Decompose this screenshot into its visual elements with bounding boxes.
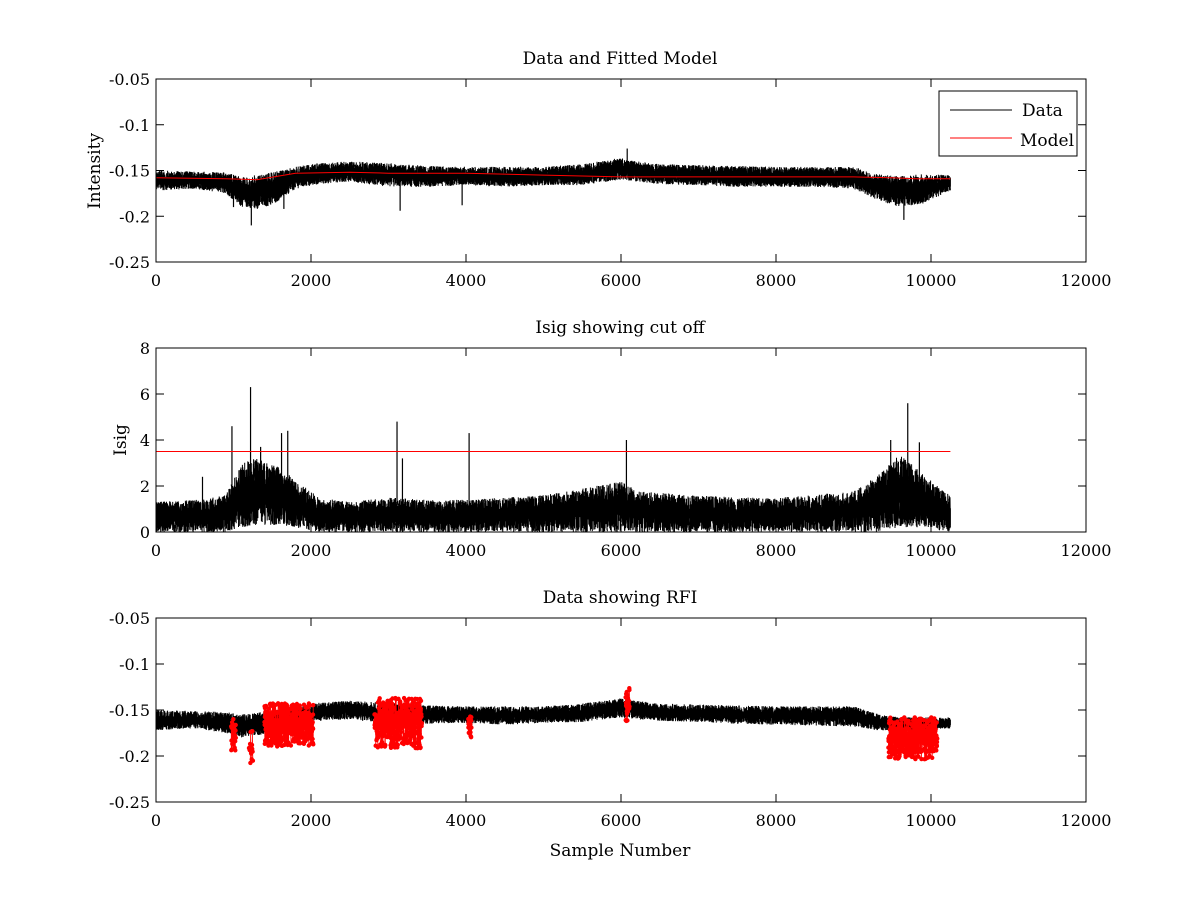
x-tick-label: 8000 [756,811,797,830]
chart-title: Data and Fitted Model [523,49,718,69]
panel-data-and-model: Data and Fitted Model 0 2000 4000 6000 8000 1… [85,49,1111,290]
x-tick-label: 4000 [446,271,487,290]
legend-entry-model: Model [1020,131,1074,151]
y-tick-label: -0.2 [119,207,150,226]
y-tick-label: -0.1 [119,116,150,135]
x-tick-label: 2000 [291,541,332,560]
x-tick-label: 0 [151,271,161,290]
chart-title: Isig showing cut off [535,318,706,338]
x-tick-label: 2000 [291,811,332,830]
model-line [156,171,951,181]
data-trace [156,456,951,532]
y-tick-label: 4 [140,431,150,450]
x-tick-label: 4000 [446,811,487,830]
y-tick-label: 2 [140,477,150,496]
y-tick-label: -0.05 [109,609,150,628]
y-tick-label: -0.05 [109,70,150,89]
y-tick-label: 6 [140,385,150,404]
legend-box [938,90,1078,157]
x-tick-label: 12000 [1061,271,1112,290]
legend-entry-data: Data [1022,101,1063,121]
x-tick-label: 12000 [1061,811,1112,830]
plot-area: 0 2000 4000 6000 8000 10000 12000 -0.25 -0.2 -0.1… [109,70,1111,290]
x-tick-label: 10000 [906,811,957,830]
x-tick-label: 10000 [906,541,957,560]
rfi-cluster [262,701,316,749]
rfi-cluster [246,729,256,766]
x-tick-label: 8000 [756,271,797,290]
x-axis-label: Sample Number [550,841,692,861]
x-tick-label: 0 [151,811,161,830]
rfi-cluster [229,717,239,753]
x-tick-label: 12000 [1061,541,1112,560]
rfi-cluster [372,695,424,751]
x-tick-label: 8000 [756,541,797,560]
plot-area: 0 2000 4000 6000 8000 10000 12000 -0.25 -0.2 -0.1… [109,609,1111,830]
legend: Data Model [938,90,1078,157]
x-tick-label: 4000 [446,541,487,560]
x-tick-label: 10000 [906,271,957,290]
plot-area: 0 2000 4000 6000 8000 10000 12000 0 2 4 6 8 [140,339,1112,560]
panel-isig: Isig showing cut off 0 2000 4000 6000 8000 10… [111,318,1111,560]
y-tick-label: -0.2 [119,747,150,766]
y-tick-label: -0.15 [109,162,150,181]
data-trace [156,158,951,209]
y-tick-label: 0 [140,523,150,542]
rfi-cluster [886,715,940,762]
y-axis-label: Isig [111,424,131,456]
chart-title: Data showing RFI [543,588,698,608]
x-tick-label: 6000 [601,271,642,290]
x-tick-label: 6000 [601,811,642,830]
y-tick-label: 8 [140,339,150,358]
rfi-cluster [623,686,632,724]
panel-rfi: Data showing RFI 0 2000 4000 6000 8000 10000 1… [109,588,1111,861]
y-tick-label: -0.25 [109,253,150,272]
x-tick-label: 0 [151,541,161,560]
x-tick-label: 6000 [601,541,642,560]
x-tick-label: 2000 [291,271,332,290]
y-axis-label: Intensity [85,133,105,209]
y-tick-label: -0.25 [109,793,150,812]
rfi-cluster [466,714,474,740]
y-tick-label: -0.15 [109,701,150,720]
y-tick-label: -0.1 [119,655,150,674]
